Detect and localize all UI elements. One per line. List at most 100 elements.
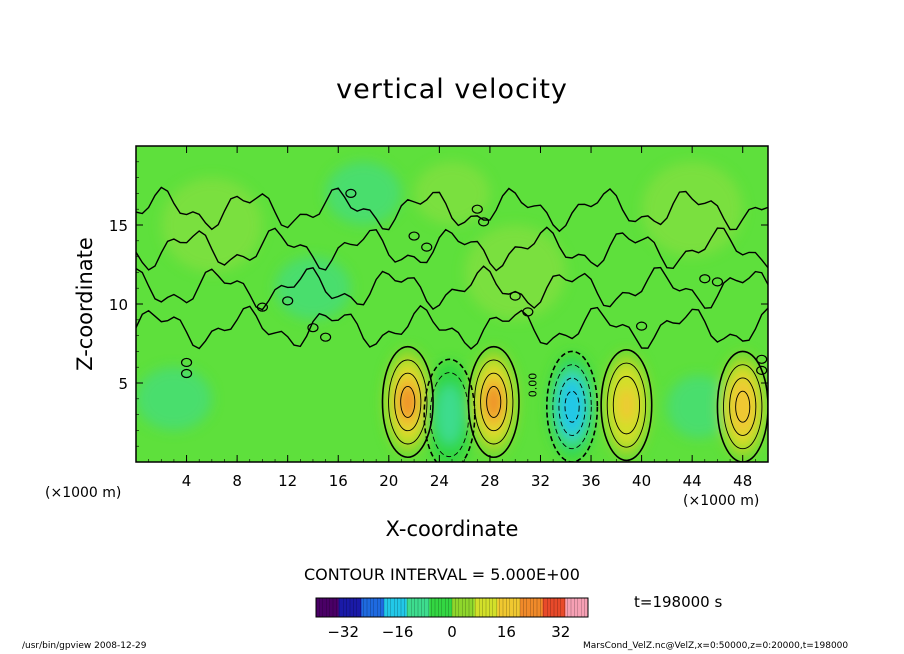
- y-axis-title: Z-coordinate: [73, 237, 97, 371]
- contour-ring: [606, 362, 647, 448]
- zero-contour: [136, 265, 768, 311]
- contour-loop: [320, 332, 332, 342]
- y-tick-label: 5: [118, 375, 128, 393]
- contour-ring: [381, 345, 434, 459]
- x-tick-label: 4: [182, 472, 192, 490]
- contour-loop: [756, 354, 768, 364]
- velocity-cell: [441, 396, 458, 433]
- velocity-cell: [563, 388, 581, 425]
- x-tick-label: 44: [683, 472, 702, 490]
- colorbar-segment: [361, 598, 385, 617]
- colorbar-segment: [384, 598, 408, 617]
- contour-loop: [522, 307, 534, 317]
- colorbar-tick-label: 32: [551, 623, 570, 641]
- colorbar-tick-label: −16: [382, 623, 414, 641]
- contour-ring: [612, 375, 641, 435]
- contour-ring: [423, 358, 476, 462]
- contour-loop: [635, 321, 648, 331]
- colorbar-segment: [452, 598, 476, 617]
- velocity-cell: [485, 383, 502, 421]
- background-patch: [641, 161, 743, 257]
- contour-ring: [486, 386, 502, 418]
- background-patch: [325, 161, 402, 225]
- contour-loop: [711, 277, 724, 287]
- zero-contour: [136, 304, 768, 350]
- contour-ring: [400, 386, 416, 418]
- footer-source: MarsCond_VelZ.nc@VelZ,x=0:50000,z=0:2000…: [583, 641, 849, 651]
- contour-ring: [474, 359, 514, 445]
- x-unit-label-right: (×1000 m): [683, 493, 759, 509]
- velocity-cell: [399, 383, 416, 421]
- contour-ring: [388, 359, 428, 445]
- chart-title: vertical velocity: [336, 74, 568, 105]
- contour-loop: [307, 323, 319, 333]
- colorbar-segment: [316, 598, 340, 617]
- colorbar-tick-label: 0: [447, 623, 457, 641]
- x-tick-label: 28: [480, 472, 499, 490]
- colorbar-tick-label: −32: [327, 623, 359, 641]
- contour-loop: [282, 296, 294, 306]
- x-axis: 4 8 12 16 20 24 28 32 36 40 44 48: [135, 146, 769, 490]
- contour-ring: [564, 390, 580, 423]
- contour-ring: [558, 377, 586, 436]
- heatmap-field: 0.00: [136, 146, 768, 462]
- background-patch: [136, 367, 212, 431]
- x-tick-label: 8: [232, 472, 242, 490]
- x-tick-label: 20: [379, 472, 398, 490]
- time-label: t=198000 s: [634, 593, 723, 611]
- colorbar-frame: [315, 597, 589, 618]
- x-unit-label-left: (×1000 m): [45, 485, 121, 501]
- contour-interval-label: CONTOUR INTERVAL = 5.000E+00: [304, 565, 580, 584]
- colorbar-segment: [429, 598, 453, 617]
- colorbar-segment: [474, 598, 498, 617]
- contour-ring: [735, 390, 751, 423]
- colorbar-segment: [565, 598, 589, 617]
- background-patch: [414, 161, 490, 225]
- x-tick-label: 32: [531, 472, 550, 490]
- contour-ring: [600, 349, 653, 462]
- colorbar-segment: [406, 598, 430, 617]
- contour-loop: [699, 274, 711, 284]
- zero-contour: [136, 186, 768, 233]
- colorbar: −32 −16 0 16 32: [315, 597, 589, 641]
- zero-contour: [136, 226, 768, 272]
- contour-loop: [256, 302, 268, 312]
- x-axis-title: X-coordinate: [386, 517, 519, 541]
- contour-loop: [471, 204, 483, 214]
- background-patch: [161, 177, 263, 273]
- background-patch: [666, 375, 731, 439]
- y-axis: 5 10 15: [109, 145, 768, 463]
- x-tick-label: 36: [581, 472, 600, 490]
- background-patch: [275, 256, 351, 320]
- colorbar-segment: [520, 598, 544, 617]
- contour-ring: [552, 364, 592, 450]
- contour-loop: [408, 231, 420, 241]
- x-tick-label: 40: [632, 472, 651, 490]
- contour-ring: [467, 345, 520, 459]
- colorbar-segment: [542, 598, 566, 617]
- contour-loop: [478, 217, 490, 227]
- velocity-cell: [734, 388, 751, 425]
- contour-loop: [180, 368, 193, 379]
- contour-loop: [180, 357, 193, 368]
- x-tick-label: 48: [733, 472, 752, 490]
- contour-ring: [723, 364, 763, 450]
- contour-ring: [394, 372, 422, 432]
- velocity-cell: [618, 386, 635, 424]
- contour-ring: [480, 372, 508, 432]
- colorbar-tick-label: 16: [497, 623, 516, 641]
- contour-ring: [546, 350, 599, 462]
- contour-loop: [756, 365, 768, 375]
- x-tick-label: 24: [430, 472, 449, 490]
- footer-command: /usr/bin/gpview 2008-12-29: [22, 641, 147, 651]
- background-patch: [464, 225, 566, 320]
- contour-loop: [421, 242, 433, 252]
- colorbar-segment: [497, 598, 521, 617]
- contour-loop: [345, 188, 357, 198]
- contour-loop: [509, 291, 521, 301]
- y-tick-label: 15: [109, 217, 128, 235]
- contour-lines: 0.00: [136, 186, 768, 462]
- colorbar-segment: [338, 598, 362, 617]
- y-tick-label: 10: [109, 296, 128, 314]
